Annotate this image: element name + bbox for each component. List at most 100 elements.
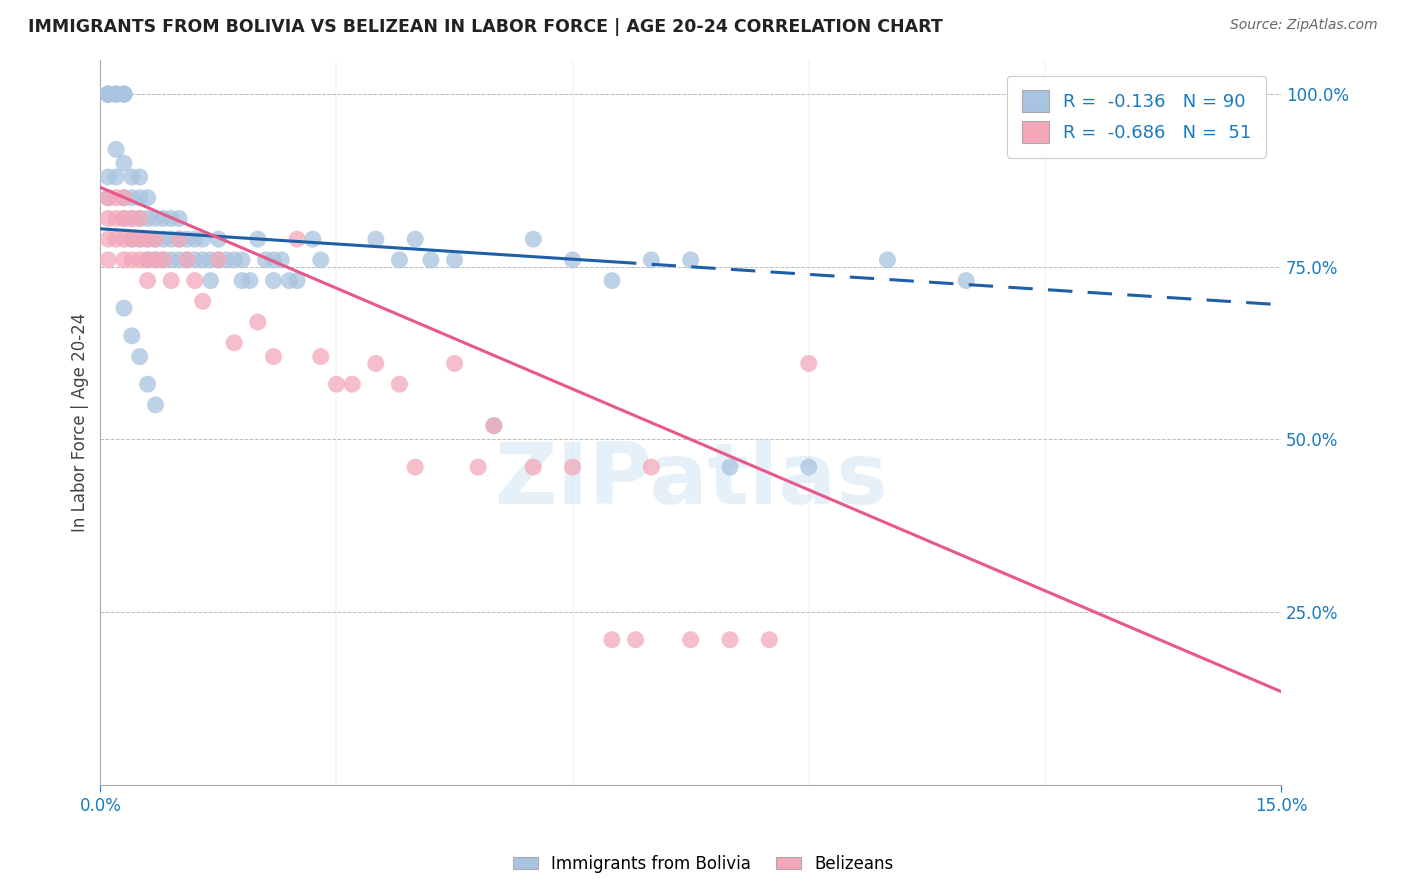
Point: [128, 350, 150, 364]
Text: IMMIGRANTS FROM BOLIVIA VS BELIZEAN IN LABOR FORCE | AGE 20-24 CORRELATION CHART: IMMIGRANTS FROM BOLIVIA VS BELIZEAN IN L…: [28, 18, 943, 36]
Point: [105, 211, 128, 226]
Point: [285, 274, 308, 288]
Point: [718, 460, 741, 475]
Point: [285, 232, 308, 246]
Point: [191, 252, 214, 267]
Point: [191, 232, 214, 246]
Point: [136, 232, 159, 246]
Point: [443, 252, 465, 267]
Point: [97, 191, 120, 205]
Point: [522, 232, 544, 246]
Point: [152, 252, 174, 267]
Point: [679, 632, 702, 647]
Point: [278, 274, 301, 288]
Point: [207, 232, 229, 246]
Point: [97, 87, 120, 102]
Point: [136, 252, 159, 267]
Point: [97, 87, 120, 102]
Point: [97, 252, 120, 267]
Point: [112, 87, 135, 102]
Point: [167, 232, 190, 246]
Point: [309, 350, 332, 364]
Point: [404, 460, 426, 475]
Point: [443, 356, 465, 370]
Point: [624, 632, 647, 647]
Point: [136, 377, 159, 392]
Point: [176, 252, 198, 267]
Point: [112, 232, 135, 246]
Point: [215, 252, 238, 267]
Point: [128, 232, 150, 246]
Point: [231, 274, 253, 288]
Point: [112, 252, 135, 267]
Legend: R =  -0.136   N = 90, R =  -0.686   N =  51: R = -0.136 N = 90, R = -0.686 N = 51: [1007, 76, 1265, 158]
Point: [207, 252, 229, 267]
Point: [136, 274, 159, 288]
Point: [121, 191, 143, 205]
Point: [121, 232, 143, 246]
Legend: Immigrants from Bolivia, Belizeans: Immigrants from Bolivia, Belizeans: [506, 848, 900, 880]
Point: [128, 232, 150, 246]
Point: [561, 460, 583, 475]
Point: [112, 87, 135, 102]
Point: [246, 232, 269, 246]
Point: [955, 274, 977, 288]
Point: [112, 191, 135, 205]
Point: [482, 418, 505, 433]
Point: [160, 232, 183, 246]
Point: [600, 274, 623, 288]
Point: [136, 211, 159, 226]
Point: [388, 252, 411, 267]
Point: [167, 252, 190, 267]
Point: [239, 274, 262, 288]
Point: [231, 252, 253, 267]
Point: [167, 232, 190, 246]
Point: [145, 398, 167, 412]
Point: [152, 232, 174, 246]
Point: [797, 356, 820, 370]
Point: [167, 211, 190, 226]
Point: [561, 252, 583, 267]
Text: Source: ZipAtlas.com: Source: ZipAtlas.com: [1230, 18, 1378, 32]
Point: [176, 232, 198, 246]
Point: [128, 191, 150, 205]
Point: [302, 232, 325, 246]
Y-axis label: In Labor Force | Age 20-24: In Labor Force | Age 20-24: [72, 312, 89, 532]
Point: [342, 377, 364, 392]
Point: [160, 252, 183, 267]
Point: [97, 87, 120, 102]
Point: [270, 252, 292, 267]
Point: [640, 460, 662, 475]
Point: [112, 301, 135, 316]
Point: [97, 87, 120, 102]
Point: [200, 274, 222, 288]
Text: ZIPatlas: ZIPatlas: [494, 439, 887, 522]
Point: [325, 377, 347, 392]
Point: [97, 191, 120, 205]
Point: [112, 87, 135, 102]
Point: [121, 169, 143, 184]
Point: [679, 252, 702, 267]
Point: [112, 211, 135, 226]
Point: [263, 274, 285, 288]
Point: [97, 232, 120, 246]
Point: [467, 460, 489, 475]
Point: [128, 211, 150, 226]
Point: [112, 211, 135, 226]
Point: [191, 294, 214, 309]
Point: [364, 232, 387, 246]
Point: [246, 315, 269, 329]
Point: [145, 232, 167, 246]
Point: [97, 211, 120, 226]
Point: [136, 232, 159, 246]
Point: [640, 252, 662, 267]
Point: [152, 211, 174, 226]
Point: [121, 232, 143, 246]
Point: [184, 232, 207, 246]
Point: [128, 252, 150, 267]
Point: [112, 156, 135, 170]
Point: [105, 142, 128, 156]
Point: [309, 252, 332, 267]
Point: [145, 252, 167, 267]
Point: [207, 252, 229, 267]
